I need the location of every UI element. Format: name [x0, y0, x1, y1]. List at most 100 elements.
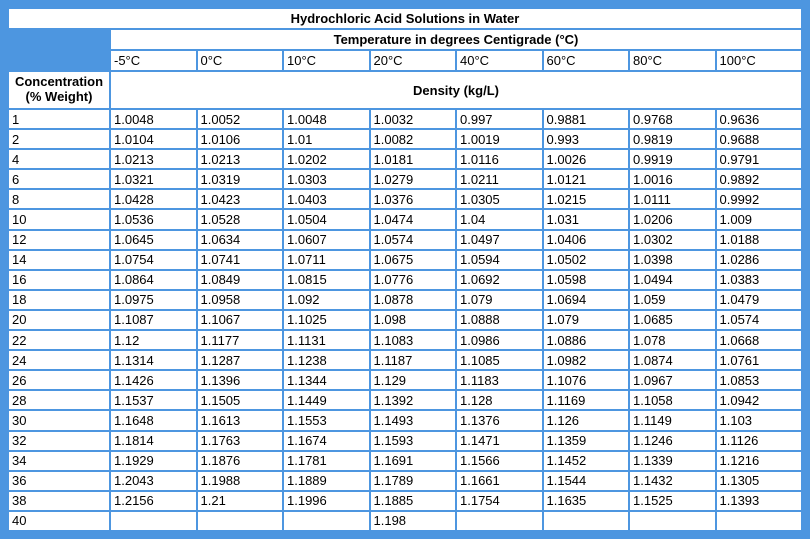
density-cell: 1.079: [455, 288, 544, 311]
density-cell: 1.12: [109, 329, 198, 352]
table-row: 12 1.0645 1.0634 1.0607 1.0574 1.0497 1.0406 1.…: [7, 228, 803, 251]
temp-col-header-5: 60°C: [541, 49, 630, 72]
concentration-cell: 16: [7, 268, 111, 291]
density-cell: 1.0849: [195, 268, 284, 291]
density-cell: 1.1648: [109, 409, 198, 432]
table-row: 10 1.0536 1.0528 1.0504 1.0474 1.04 1.031 1.020…: [7, 208, 803, 231]
density-cell: 1.1183: [455, 369, 544, 392]
density-cell: 1.1674: [282, 429, 371, 452]
density-cell: 0.9791: [714, 148, 803, 171]
table-row: 32 1.1814 1.1763 1.1674 1.1593 1.1471 1.1359 1.…: [7, 429, 803, 452]
density-cell: 1.1691: [368, 449, 457, 472]
density-cell: 1.1305: [714, 469, 803, 492]
table-row: 22 1.12 1.1177 1.1131 1.1083 1.0986 1.0886 1.07…: [7, 329, 803, 352]
density-cell: 1.21: [195, 489, 284, 512]
density-cell: [714, 509, 803, 533]
density-cell: 1.059: [628, 288, 717, 311]
temperature-group-header: Temperature in degrees Centigrade (°C): [109, 28, 803, 51]
density-cell: 1.0967: [628, 369, 717, 392]
density-cell: 1.0574: [714, 308, 803, 332]
density-cell: 1.1058: [628, 389, 717, 412]
density-cell: 1.0886: [541, 329, 630, 352]
density-cell: 1.1216: [714, 449, 803, 472]
density-cell: 0.9819: [628, 128, 717, 151]
table-row: 2 1.0104 1.0106 1.01 1.0082 1.0019 0.993 0.9819…: [7, 128, 803, 151]
density-cell: 1.0645: [109, 228, 198, 251]
density-cell: 1.0776: [368, 268, 457, 291]
density-cell: 1.0111: [628, 188, 717, 211]
density-cell: 1.1169: [541, 389, 630, 412]
temp-col-header-4: 40°C: [455, 49, 544, 72]
concentration-cell: 30: [7, 409, 111, 432]
density-cell: 1.0286: [714, 248, 803, 271]
hydrochloric-acid-density-table: Hydrochloric Acid Solutions in Water Tem…: [7, 7, 803, 533]
temp-col-header-1: 0°C: [195, 49, 284, 72]
density-cell: 1.1505: [195, 389, 284, 412]
density-cell: 1.1781: [282, 449, 371, 472]
density-cell: 1.1452: [541, 449, 630, 472]
density-cell: 1.1493: [368, 409, 457, 432]
temp-col-header-2: 10°C: [282, 49, 371, 72]
density-cell: 1.0502: [541, 248, 630, 271]
density-cell: 1.128: [455, 389, 544, 412]
density-data-body: 1 1.0048 1.0052 1.0048 1.0032 0.997 0.9881 0.97…: [7, 107, 803, 533]
density-cell: 1.1314: [109, 349, 198, 372]
concentration-cell: 2: [7, 128, 111, 151]
density-cell: [628, 509, 717, 533]
density-cell: 1.078: [628, 329, 717, 352]
density-cell: 1.0428: [109, 188, 198, 211]
density-cell: 1.1789: [368, 469, 457, 492]
density-cell: 1.0607: [282, 228, 371, 251]
density-cell: 1.0598: [541, 268, 630, 291]
table-row: 30 1.1648 1.1613 1.1553 1.1493 1.1376 1.126 1.1…: [7, 409, 803, 432]
density-cell: 1.1339: [628, 449, 717, 472]
density-cell: 1.0754: [109, 248, 198, 271]
density-cell: 1.0211: [455, 168, 544, 191]
concentration-cell: 1: [7, 107, 111, 131]
density-cell: 0.9636: [714, 107, 803, 131]
density-cell: 1.0398: [628, 248, 717, 271]
density-cell: 1.1344: [282, 369, 371, 392]
concentration-col-header: Concentration (% Weight): [7, 70, 111, 110]
density-cell: 1.1449: [282, 389, 371, 412]
concentration-cell: 34: [7, 449, 111, 472]
density-cell: 1.0942: [714, 389, 803, 412]
concentration-cell: 18: [7, 288, 111, 311]
title-row: Hydrochloric Acid Solutions in Water: [7, 7, 803, 30]
table-row: 1 1.0048 1.0052 1.0048 1.0032 0.997 0.9881 0.97…: [7, 107, 803, 131]
density-cell: 1.009: [714, 208, 803, 231]
density-cell: 0.993: [541, 128, 630, 151]
density-cell: 1.0692: [455, 268, 544, 291]
density-cell: 1.0504: [282, 208, 371, 231]
density-cell: 1.0528: [195, 208, 284, 231]
density-cell: 0.9892: [714, 168, 803, 191]
density-cell: 1.1067: [195, 308, 284, 332]
density-cell: 1.0376: [368, 188, 457, 211]
density-cell: 1.0986: [455, 329, 544, 352]
table-row: 24 1.1314 1.1287 1.1238 1.1187 1.1085 1.0982 1.…: [7, 349, 803, 372]
density-cell: 1.092: [282, 288, 371, 311]
concentration-cell: 12: [7, 228, 111, 251]
density-cell: [109, 509, 198, 533]
concentration-cell: 6: [7, 168, 111, 191]
concentration-cell: 36: [7, 469, 111, 492]
concentration-cell: 28: [7, 389, 111, 412]
density-cell: 1.0815: [282, 268, 371, 291]
table-title: Hydrochloric Acid Solutions in Water: [7, 7, 803, 30]
density-cell: 1.0032: [368, 107, 457, 131]
table-row: 14 1.0754 1.0741 1.0711 1.0675 1.0594 1.0502 1.…: [7, 248, 803, 271]
density-cell: 1.1177: [195, 329, 284, 352]
density-cell: 1.1087: [109, 308, 198, 332]
density-cell: 1.0019: [455, 128, 544, 151]
density-cell: 1.0215: [541, 188, 630, 211]
table-row: 34 1.1929 1.1876 1.1781 1.1691 1.1566 1.1452 1.…: [7, 449, 803, 472]
density-cell: 1.04: [455, 208, 544, 231]
density-cell: 1.0383: [714, 268, 803, 291]
density-cell: 1.1876: [195, 449, 284, 472]
density-cell: 1.0888: [455, 308, 544, 332]
density-cell: 1.1814: [109, 429, 198, 452]
density-cell: [195, 509, 284, 533]
table-row: 26 1.1426 1.1396 1.1344 1.129 1.1183 1.1076 1.0…: [7, 369, 803, 392]
density-cell: 1.0121: [541, 168, 630, 191]
